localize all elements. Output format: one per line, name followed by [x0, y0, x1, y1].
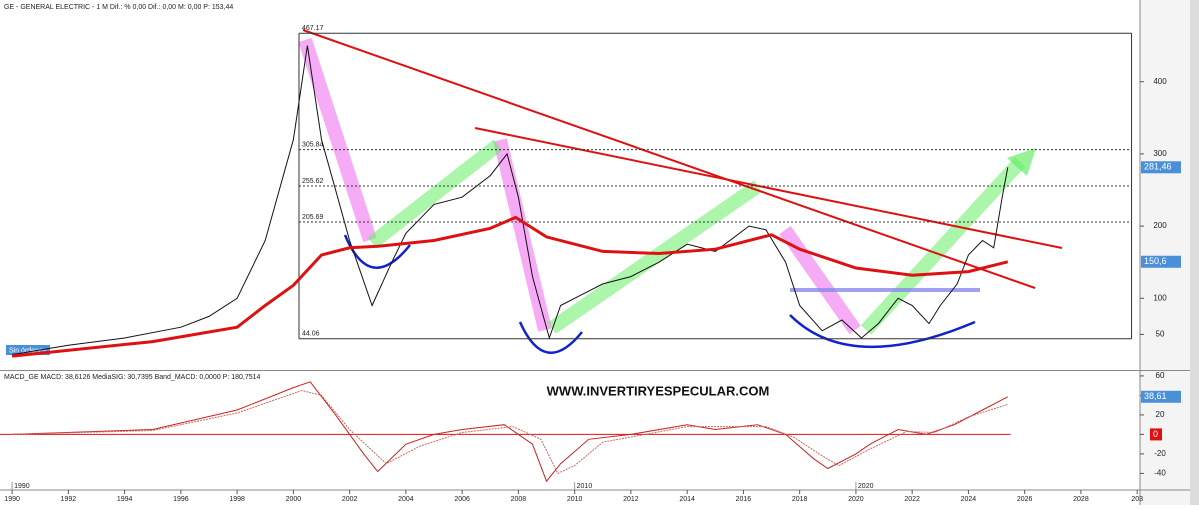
right-axis-strip: [1140, 0, 1190, 505]
x-tick-label: 1992: [61, 496, 77, 503]
x-tick-label: 1998: [229, 496, 245, 503]
x-tick-label: 2010: [567, 496, 583, 503]
x-tick-label: 2024: [961, 496, 977, 503]
y-tick-label: -40: [1154, 469, 1166, 478]
orders-label[interactable]: Sin órdenes: [9, 347, 47, 354]
pink-arrow: [493, 138, 552, 332]
y-tick-label: 20: [1156, 410, 1165, 419]
y-tick-label: -20: [1154, 449, 1166, 458]
bowl-arc: [789, 314, 976, 349]
level-label: 44.06: [302, 331, 320, 338]
x-tick-label: 2006: [454, 496, 470, 503]
level-label: 255.62: [302, 178, 324, 185]
price-tag: [1141, 255, 1181, 268]
level-label: 305.84: [302, 142, 324, 149]
trend-line: [474, 127, 1063, 249]
x-tick-label: 2012: [623, 496, 639, 503]
series-line: [12, 45, 1009, 356]
x-tick-label: 2016: [736, 496, 752, 503]
series-line: [12, 389, 1008, 475]
macd-header: MACD_GE MACD: 38,6126 MediaSIG: 30,7395 …: [4, 374, 261, 381]
x-tick-label: 2018: [792, 496, 808, 503]
price-tag: [1141, 390, 1181, 403]
x-separator-label: 1990: [14, 483, 30, 490]
x-tick-label: 2028: [1073, 496, 1089, 503]
pink-arrow: [298, 37, 377, 243]
series-line: [11, 215, 1009, 358]
series-line: [12, 381, 1009, 483]
x-tick-label: 2002: [342, 496, 358, 503]
x-tick-label: 1994: [117, 496, 133, 503]
x-tick-label: 1990: [4, 496, 20, 503]
arrow-head: [1007, 148, 1036, 176]
scrollbar: [1190, 0, 1199, 505]
price-tag-label: 150,6: [1144, 256, 1167, 266]
orders-badge[interactable]: [6, 345, 50, 355]
x-tick-label: 2004: [398, 496, 414, 503]
y-tick-label: 100: [1153, 293, 1167, 302]
x-tick-label: 1996: [173, 496, 189, 503]
x-tick-label: 203: [1131, 496, 1143, 503]
x-tick-label: 2008: [511, 496, 527, 503]
x-tick-label: 2026: [1017, 496, 1033, 503]
zero-tag: [1150, 428, 1162, 441]
y-tick-label: 300: [1153, 149, 1167, 158]
header: GE - GENERAL ELECTRIC - 1 M Dif.: % 0,00…: [4, 4, 233, 11]
x-separator-label: 2020: [858, 483, 874, 490]
price-tag: [1141, 161, 1181, 174]
green-arrow: [367, 139, 503, 249]
watermark: WWW.INVERTIRYESPECULAR.COM: [547, 383, 770, 398]
green-arrow: [860, 157, 1026, 335]
green-arrow: [548, 180, 762, 334]
level-label: 467.17: [302, 25, 324, 32]
y-tick-label: 400: [1153, 77, 1167, 86]
price-tag-label: 281,46: [1144, 162, 1172, 172]
bowl-arc: [518, 321, 583, 354]
y-tick-label: 60: [1156, 371, 1165, 380]
zero-tag-label: 0: [1153, 429, 1158, 439]
x-separator-label: 2010: [577, 483, 593, 490]
x-tick-label: 2000: [286, 496, 302, 503]
y-tick-label: 200: [1153, 221, 1167, 230]
x-tick-label: 2014: [679, 496, 695, 503]
trend-line: [302, 29, 1036, 289]
x-tick-label: 2022: [904, 496, 920, 503]
y-tick-label: 50: [1156, 330, 1165, 339]
price-tag-label: 38,61: [1144, 391, 1167, 401]
x-tick-label: 2020: [848, 496, 864, 503]
level-label: 205.69: [302, 214, 324, 221]
